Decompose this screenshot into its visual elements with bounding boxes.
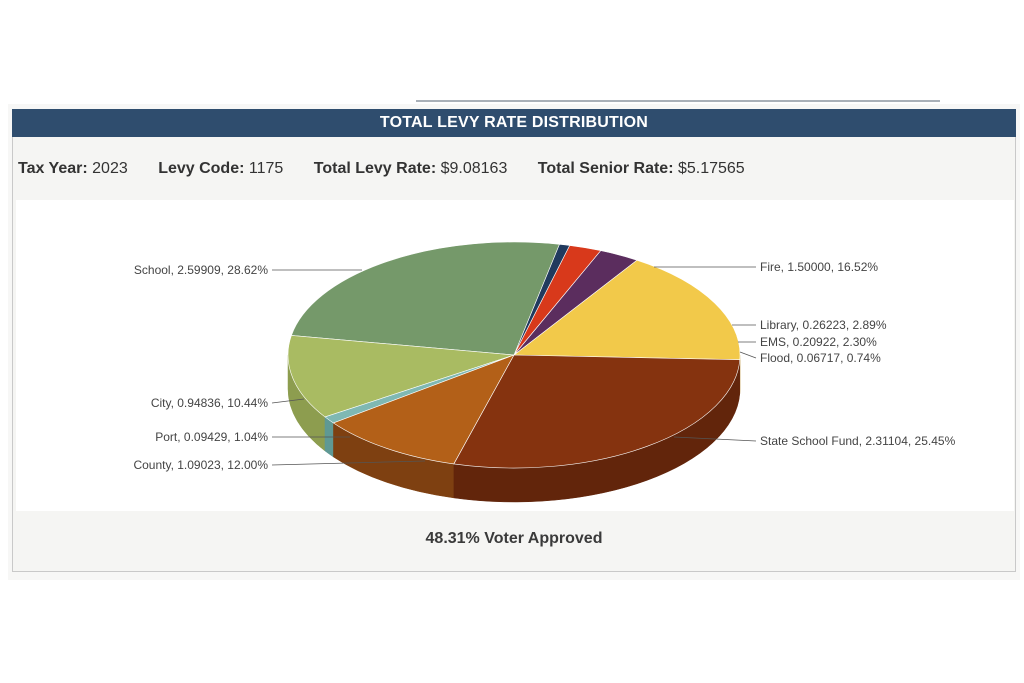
leader-line: [271, 460, 426, 466]
slice-label-library: Library, 0.26223, 2.89%: [760, 318, 887, 332]
slice-label-school: School, 2.59909, 28.62%: [134, 263, 268, 277]
tax-year-field: Tax Year: 2023: [18, 160, 128, 177]
pie-slice-state-school-fund: [291, 241, 560, 356]
tax-year-label: Tax Year:: [18, 160, 88, 177]
senior-rate-field: Total Senior Rate: $5.17565: [538, 160, 745, 177]
senior-rate-label: Total Senior Rate:: [537, 160, 674, 177]
slice-label-ems: EMS, 0.20922, 2.30%: [760, 335, 877, 349]
slice-label-fire: Fire, 1.50000, 16.52%: [760, 260, 878, 274]
total-levy-value: $9.08163: [440, 160, 508, 177]
leader-line: [271, 398, 305, 404]
total-levy-label: Total Levy Rate:: [313, 160, 437, 177]
slice-label-flood: Flood, 0.06717, 0.74%: [760, 351, 881, 365]
senior-rate-value: $5.17565: [677, 160, 745, 177]
total-levy-field: Total Levy Rate: $9.08163: [314, 160, 508, 177]
levy-code-field: Levy Code: 1175: [158, 160, 283, 177]
pie-labels: Fire, 1.50000, 16.52% Library, 0.26223, 2…: [133, 260, 955, 472]
leader-line: [673, 436, 757, 442]
tax-year-value: 2023: [92, 160, 128, 177]
top-divider: [416, 100, 940, 102]
page-title: TOTAL LEVY RATE DISTRIBUTION: [12, 109, 1016, 137]
leader-line: [739, 351, 757, 359]
slice-label-state-school-fund: State School Fund, 2.31104, 25.45%: [760, 434, 956, 448]
voter-approved-text: 48.31% Voter Approved: [425, 530, 603, 547]
slice-label-city: City, 0.94836, 10.44%: [151, 396, 269, 410]
slice-label-county: County, 1.09023, 12.00%: [133, 458, 268, 472]
levy-code-value: 1175: [248, 160, 284, 177]
levy-code-label: Levy Code:: [158, 160, 245, 177]
slice-label-port: Port, 0.09429, 1.04%: [155, 430, 268, 444]
pie-slice-county: [287, 335, 515, 418]
pie-top: [287, 241, 741, 469]
pie-slice-school: [453, 354, 741, 469]
levy-info-row: Tax Year: 2023 Levy Code: 1175 Total Lev…: [18, 160, 771, 182]
